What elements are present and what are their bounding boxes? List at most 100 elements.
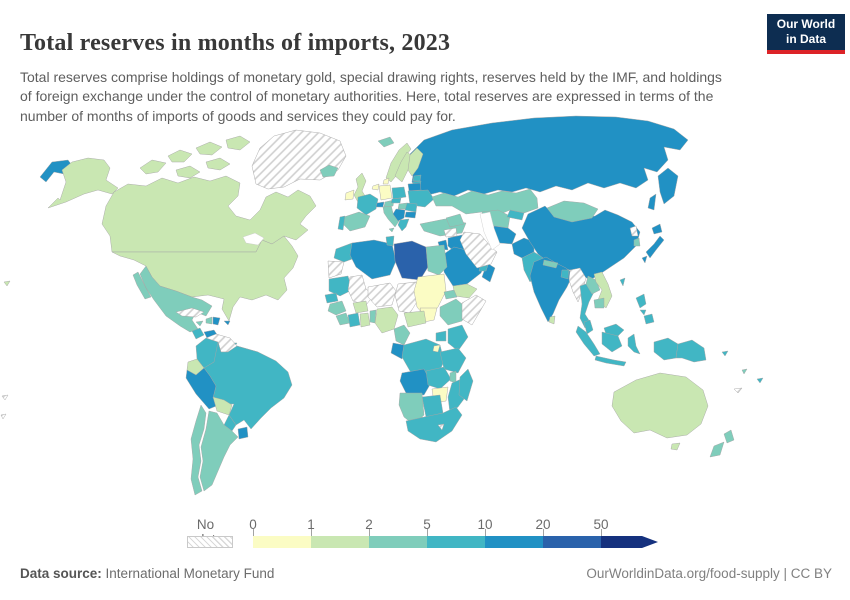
country-bulgaria[interactable] bbox=[404, 211, 417, 219]
country-fiji[interactable] bbox=[756, 377, 764, 384]
country-haiti[interactable] bbox=[205, 316, 213, 325]
country-japan[interactable] bbox=[641, 223, 665, 264]
country-congo-gabon[interactable] bbox=[390, 342, 405, 360]
country-norway[interactable] bbox=[385, 142, 412, 183]
country-kenya[interactable] bbox=[447, 324, 469, 352]
country-solomon-islands[interactable] bbox=[721, 350, 729, 357]
country-canada[interactable] bbox=[101, 135, 317, 253]
country-ivory-coast[interactable] bbox=[347, 312, 361, 328]
country-burkina-faso[interactable] bbox=[352, 300, 369, 314]
country-philippines[interactable] bbox=[635, 293, 655, 325]
country-netherlands-belgium[interactable] bbox=[371, 183, 380, 191]
country-portugal[interactable] bbox=[337, 215, 346, 231]
country-guatemala[interactable] bbox=[191, 327, 205, 340]
country-rwanda-burundi[interactable] bbox=[432, 344, 441, 353]
country-cuba[interactable] bbox=[175, 307, 205, 318]
country-iran[interactable] bbox=[459, 231, 498, 269]
country-chile[interactable] bbox=[190, 404, 207, 496]
country-eritrea[interactable] bbox=[443, 289, 458, 300]
license-note[interactable]: OurWorldinData.org/food-supply | CC BY bbox=[586, 566, 832, 581]
country-oman[interactable] bbox=[481, 262, 496, 283]
country-caucasus[interactable] bbox=[445, 213, 465, 228]
country-france[interactable] bbox=[356, 193, 379, 216]
country-dominican-republic[interactable] bbox=[212, 316, 221, 326]
country-taiwan[interactable] bbox=[619, 277, 626, 287]
country-lesotho[interactable] bbox=[437, 423, 445, 431]
country-tanzania[interactable] bbox=[439, 347, 467, 374]
legend-no-data-swatch[interactable] bbox=[187, 536, 233, 548]
legend-bin-1-2[interactable] bbox=[311, 536, 369, 548]
country-angola[interactable] bbox=[399, 368, 432, 396]
country-ukraine[interactable] bbox=[407, 189, 435, 208]
country-libya[interactable] bbox=[393, 240, 429, 281]
country-papua-new-guinea[interactable] bbox=[675, 339, 707, 363]
country-malawi[interactable] bbox=[449, 370, 457, 384]
country-czechia[interactable] bbox=[390, 197, 402, 204]
owid-logo[interactable]: Our World in Data bbox=[767, 14, 845, 54]
country-ireland[interactable] bbox=[344, 189, 355, 201]
country-french-polynesia[interactable] bbox=[0, 394, 9, 420]
country-greece[interactable] bbox=[397, 218, 410, 232]
country-spain[interactable] bbox=[342, 211, 371, 232]
country-kyrgyzstan[interactable] bbox=[506, 209, 525, 221]
country-myanmar[interactable] bbox=[568, 267, 587, 303]
country-serbia-balkans[interactable] bbox=[392, 208, 406, 222]
legend-bin-2-5[interactable] bbox=[369, 536, 427, 548]
legend-bin-20-50[interactable] bbox=[543, 536, 601, 548]
country-central-african-republic[interactable] bbox=[403, 310, 427, 328]
country-laos[interactable] bbox=[585, 275, 601, 295]
country-estonia[interactable] bbox=[412, 174, 422, 182]
country-greenland[interactable] bbox=[251, 129, 347, 190]
country-zambia[interactable] bbox=[425, 366, 452, 390]
country-vanuatu[interactable] bbox=[741, 368, 748, 375]
country-ghana[interactable] bbox=[359, 312, 371, 328]
country-tunisia[interactable] bbox=[385, 235, 395, 247]
legend-bin-10-20[interactable] bbox=[485, 536, 543, 548]
country-denmark[interactable] bbox=[382, 177, 390, 185]
country-nepal[interactable] bbox=[542, 259, 559, 269]
country-uruguay[interactable] bbox=[237, 426, 249, 440]
country-chad[interactable] bbox=[394, 281, 419, 314]
country-sri-lanka[interactable] bbox=[548, 315, 556, 325]
country-peru[interactable] bbox=[185, 367, 222, 410]
country-puerto-rico[interactable] bbox=[223, 320, 231, 326]
country-niger[interactable] bbox=[367, 282, 397, 308]
country-new-caledonia[interactable] bbox=[733, 387, 743, 394]
country-svalbard[interactable] bbox=[377, 136, 395, 148]
country-romania[interactable] bbox=[404, 202, 418, 213]
country-egypt[interactable] bbox=[425, 244, 448, 276]
country-guinea[interactable] bbox=[327, 300, 347, 316]
legend-bin-5-10[interactable] bbox=[427, 536, 485, 548]
country-algeria[interactable] bbox=[349, 239, 397, 280]
country-jamaica[interactable] bbox=[195, 320, 204, 327]
country-argentina[interactable] bbox=[199, 410, 239, 492]
country-bangladesh[interactable] bbox=[560, 269, 570, 280]
country-germany[interactable] bbox=[378, 184, 393, 201]
country-cameroon[interactable] bbox=[393, 324, 411, 346]
country-cambodia[interactable] bbox=[593, 297, 605, 309]
country-bolivia[interactable] bbox=[212, 396, 233, 416]
country-kazakhstan[interactable] bbox=[431, 188, 539, 217]
country-uganda[interactable] bbox=[435, 330, 447, 342]
country-new-zealand[interactable] bbox=[709, 429, 735, 458]
country-senegal[interactable] bbox=[324, 292, 339, 304]
country-north-korea[interactable] bbox=[629, 225, 639, 237]
legend-bin-50-plus[interactable] bbox=[601, 536, 658, 548]
country-mali[interactable] bbox=[347, 274, 375, 306]
country-finland[interactable] bbox=[407, 147, 424, 177]
country-iceland[interactable] bbox=[319, 164, 339, 178]
country-somalia[interactable] bbox=[461, 294, 487, 326]
country-south-korea[interactable] bbox=[633, 237, 641, 247]
country-russia[interactable] bbox=[39, 115, 689, 211]
country-ethiopia[interactable] bbox=[439, 298, 469, 326]
country-mongolia[interactable] bbox=[546, 200, 599, 223]
country-western-sahara[interactable] bbox=[327, 260, 345, 279]
country-madagascar[interactable] bbox=[458, 368, 474, 402]
country-indonesia[interactable] bbox=[575, 325, 679, 367]
country-poland[interactable] bbox=[391, 186, 407, 200]
country-mauritania[interactable] bbox=[328, 275, 353, 297]
country-south-africa[interactable] bbox=[405, 406, 463, 443]
country-australia[interactable] bbox=[611, 372, 709, 451]
legend-bin-0-1[interactable] bbox=[253, 536, 311, 548]
country-belarus[interactable] bbox=[407, 182, 422, 192]
